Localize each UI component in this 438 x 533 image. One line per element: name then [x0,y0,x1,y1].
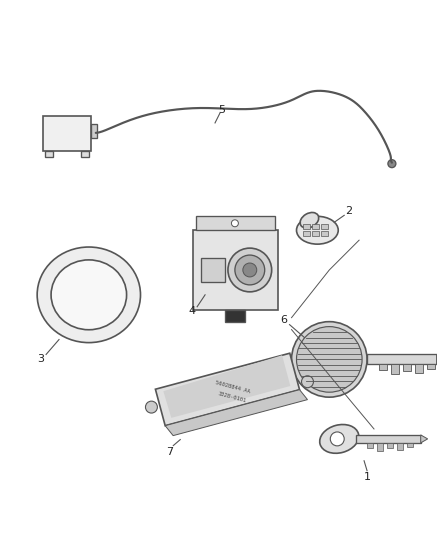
Circle shape [301,376,314,387]
Polygon shape [155,353,300,426]
FancyBboxPatch shape [225,310,245,321]
Bar [427,365,434,369]
Bar [415,365,423,373]
FancyBboxPatch shape [81,151,89,157]
Circle shape [292,321,367,397]
Polygon shape [437,354,438,365]
Circle shape [228,248,272,292]
FancyBboxPatch shape [91,124,97,138]
Polygon shape [421,435,427,443]
FancyBboxPatch shape [196,216,275,230]
Bar [312,224,319,229]
Circle shape [388,160,396,168]
Text: 4: 4 [189,306,196,316]
Ellipse shape [51,260,127,330]
Bar [377,443,383,451]
Bar [367,443,373,448]
Text: 1: 1 [364,472,371,482]
Bar [403,365,411,372]
Bar [321,231,328,236]
Ellipse shape [300,213,319,228]
Bar [304,224,311,229]
Text: 6: 6 [280,314,287,325]
Bar [356,435,421,443]
Text: 2: 2 [346,206,353,216]
Bar [312,231,319,236]
Text: 56028844 AA: 56028844 AA [215,381,251,394]
Bar [379,365,387,370]
Text: 7: 7 [166,447,173,457]
FancyBboxPatch shape [45,151,53,157]
Bar [304,231,311,236]
Bar [407,443,413,447]
Polygon shape [165,390,307,435]
Circle shape [243,263,257,277]
FancyBboxPatch shape [193,230,278,310]
Text: 5: 5 [219,105,226,115]
Circle shape [231,220,238,227]
Ellipse shape [320,424,359,453]
Bar [321,224,328,229]
Circle shape [297,327,362,392]
Circle shape [330,432,344,446]
Circle shape [235,255,265,285]
Ellipse shape [37,247,141,343]
Bar [367,354,437,365]
FancyBboxPatch shape [43,116,91,151]
Bar [387,443,393,448]
Text: 3328-0101: 3328-0101 [218,391,247,403]
FancyBboxPatch shape [201,258,225,282]
Polygon shape [163,356,290,418]
Bar [391,365,399,374]
Circle shape [145,401,157,413]
Ellipse shape [297,216,338,244]
Text: 3: 3 [38,354,45,365]
Bar [397,443,403,450]
